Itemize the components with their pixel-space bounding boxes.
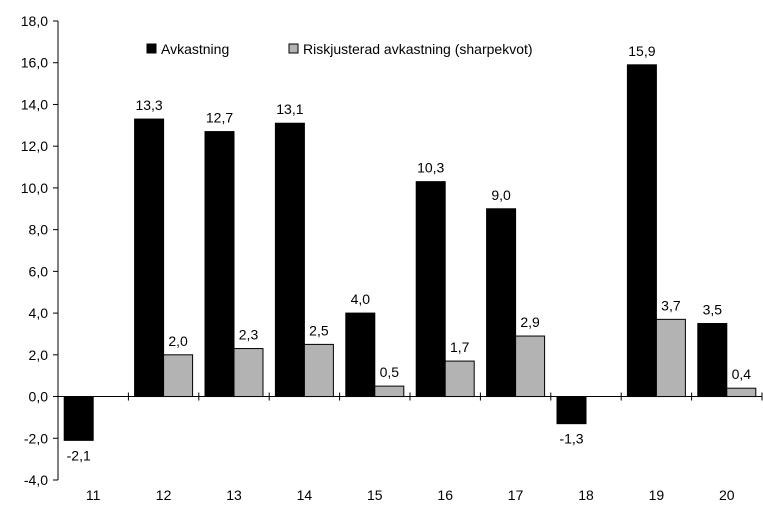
x-tick-label: 14 [297,487,313,503]
y-tick-label: 2,0 [29,347,49,363]
bar-sharpekvot [163,354,194,398]
bar-sharpekvot [233,348,264,398]
x-tick-label: 20 [719,487,735,503]
bar-avkastning [486,208,517,398]
data-label: 0,5 [380,364,400,380]
x-tick-label: 15 [367,487,383,503]
bar-avkastning [556,396,587,425]
y-tick-label: 10,0 [21,180,48,196]
data-label: 15,9 [628,43,655,59]
bar-sharpekvot [726,387,757,398]
bar-sharpekvot [374,385,405,398]
bars-layer [63,64,757,441]
bar-avkastning [345,312,376,398]
y-tick-label: 6,0 [29,263,49,279]
data-label: 1,7 [450,339,470,355]
legend-label-avkastning: Avkastning [161,41,229,57]
bar-avkastning [415,181,446,398]
bar-avkastning [63,396,94,441]
data-label: 2,0 [168,333,188,349]
x-tick-label: 13 [226,487,242,503]
bar-sharpekvot [515,335,546,398]
x-tick-label: 16 [437,487,453,503]
data-label: 3,5 [703,302,723,318]
y-tick-label: -4,0 [24,472,48,488]
bar-sharpekvot [303,343,334,398]
data-label: 13,3 [135,97,162,113]
bar-avkastning [204,131,235,398]
legend-swatch-sharpekvot [288,43,299,54]
data-label: 0,4 [732,366,752,382]
data-label: 12,7 [206,110,233,126]
bar-sharpekvot [655,318,686,398]
data-label: 3,7 [661,297,681,313]
data-labels-layer: -2,1 13,3 2,0 12,7 2,3 13,1 2,5 4,0 0,5 10,3 1,7 9,… [67,43,752,464]
data-label: 10,3 [417,160,444,176]
y-tick-label: -2,0 [24,430,48,446]
x-tick-label: 12 [156,487,172,503]
bar-avkastning [134,118,165,398]
x-tick-label: 19 [649,487,665,503]
bar-avkastning [697,323,728,398]
bar-avkastning [626,64,657,398]
x-tick-label: 11 [86,487,101,503]
data-label: 2,3 [239,327,259,343]
y-tick-label: 14,0 [21,96,48,112]
y-tick-label: 18,0 [21,13,48,29]
x-tick-label: 17 [508,487,524,503]
data-label: 9,0 [491,187,511,203]
y-tick-label: 4,0 [29,305,49,321]
y-tick-label: 16,0 [21,55,48,71]
data-label: 2,9 [520,314,540,330]
data-label: -1,3 [559,431,583,447]
data-label: -2,1 [67,447,91,463]
legend-label-sharpekvot: Riskjusterad avkastning (sharpekvot) [303,41,533,57]
data-label: 13,1 [276,101,303,117]
data-label: 4,0 [351,291,371,307]
y-tick-label: 12,0 [21,138,48,154]
legend-swatch-avkastning [146,43,157,54]
data-label: 2,5 [309,322,329,338]
axes-layer: -4,0 -2,0 0,0 2,0 4,0 6,0 8,0 10,0 12,0 14,0 16,0 1… [21,13,763,503]
bar-avkastning [274,122,305,398]
bar-sharpekvot [444,360,475,398]
legend: Avkastning Riskjusterad avkastning (sharp… [146,41,533,57]
y-tick-label: 0,0 [29,389,49,405]
y-tick-label: 8,0 [29,222,49,238]
x-tick-label: 18 [578,487,594,503]
